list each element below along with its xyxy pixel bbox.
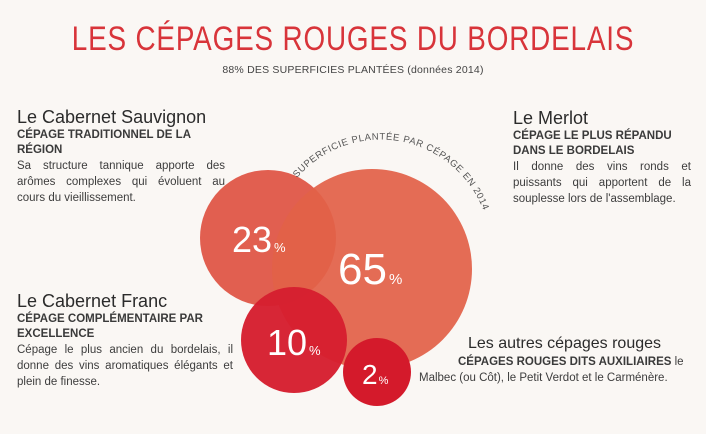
merlot-section: Le Merlot CÉPAGE LE PLUS RÉPANDU DANS LE… <box>513 108 691 207</box>
other-varieties-section: Les autres cépages rouges CÉPAGES ROUGES… <box>419 333 699 386</box>
cabernet-sauvignon-desc: Sa structure tannique apporte des arômes… <box>17 160 225 204</box>
merlot-desc: Il donne des vins ronds et puissants qui… <box>513 161 691 205</box>
bubble-value-cabernet-franc: 10% <box>267 322 321 363</box>
cabernet-sauvignon-tag: CÉPAGE TRADITIONNEL DE LA RÉGION <box>17 129 191 156</box>
other-varieties-tag: CÉPAGES ROUGES DITS AUXILIAIRES <box>458 356 672 368</box>
cabernet-franc-tag: CÉPAGE COMPLÉMENTAIRE PAR EXCELLENCE <box>17 313 203 340</box>
bubble-value-cabernet-sauvignon: 23% <box>232 219 286 260</box>
bubble-value-merlot: 65% <box>338 245 402 294</box>
cabernet-franc-section: Le Cabernet Franc CÉPAGE COMPLÉMENTAIRE … <box>17 291 233 390</box>
page-title: LES CÉPAGES ROUGES DU BORDELAIS <box>71 20 635 58</box>
other-varieties-name: Les autres cépages rouges <box>468 335 662 352</box>
cabernet-franc-desc: Cépage le plus ancien du bordelais, il d… <box>17 344 233 388</box>
merlot-tag: CÉPAGE LE PLUS RÉPANDU DANS LE BORDELAIS <box>513 130 672 157</box>
page-subtitle: 88% DES SUPERFICIES PLANTÉES (données 20… <box>222 64 484 76</box>
other-varieties-body: CÉPAGES ROUGES DITS AUXILIAIRES le Malbe… <box>419 354 699 386</box>
cabernet-sauvignon-name: Le Cabernet Sauvignon <box>17 107 207 127</box>
other-varieties-desc: le Malbec (ou Côt), le Petit Verdot et l… <box>419 356 684 384</box>
cabernet-sauvignon-section: Le Cabernet Sauvignon CÉPAGE TRADITIONNE… <box>17 107 225 206</box>
cabernet-franc-name: Le Cabernet Franc <box>17 291 168 311</box>
merlot-name: Le Merlot <box>513 108 589 128</box>
bubble-value-others: 2% <box>362 359 389 390</box>
bubble-cabernet-franc <box>241 287 347 393</box>
bubble-others <box>343 338 411 406</box>
